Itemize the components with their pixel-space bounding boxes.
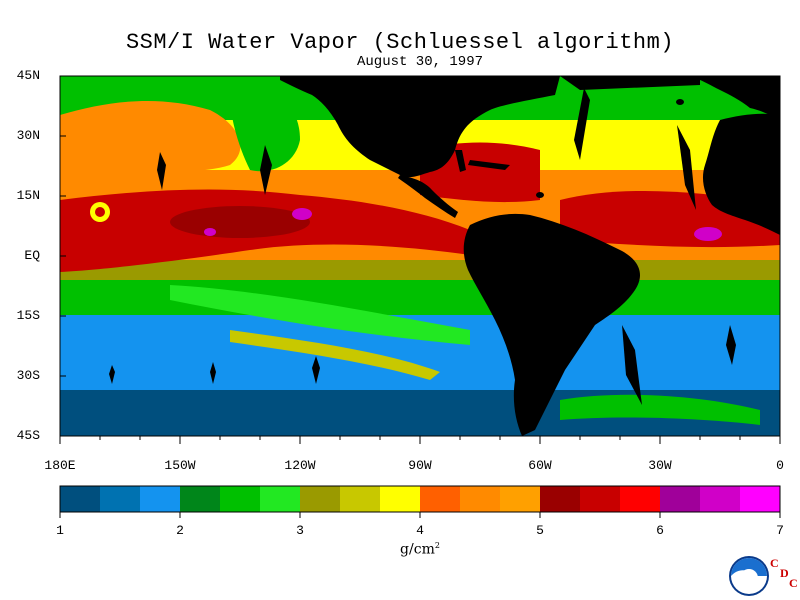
land-africa [702,113,780,235]
colorbar-tick-label: 5 [536,523,544,538]
swath-gap [312,356,320,384]
south-pacific-plume [230,330,440,380]
land-greenland [560,76,700,90]
colorbar-swatch [380,486,421,512]
map-field [60,76,780,436]
colorbar-tick-label: 7 [776,523,784,538]
land-central-america [398,175,458,218]
colorbar-swatch [500,486,541,512]
land-north-america [280,76,560,178]
swath-gap [622,325,642,405]
longitude-label: 60W [528,458,552,473]
itcz-peak-b [204,228,216,236]
longitude-label: 150W [164,458,196,473]
longitude-ticks [59,436,781,444]
colorbar-swatch [460,486,501,512]
latitude-label: 45N [16,68,40,83]
land-florida [455,150,466,172]
colorbar-tick-label: 2 [176,523,184,538]
colorbar-swatch [180,486,221,512]
longitude-label: 30W [648,458,672,473]
latitude-ticks [60,75,66,437]
cdc-letter-c: C [770,556,779,570]
colorbar [59,485,781,518]
cdc-letter-d: D [780,566,789,580]
colorbar-tick-label: 6 [656,523,664,538]
colorbar-swatch [60,486,101,512]
colorbar-tick-label: 3 [296,523,304,538]
north-pacific-swirl [230,92,300,172]
colorbar-swatch [740,486,781,512]
swath-gap [574,88,590,160]
colorbar-swatch [420,486,461,512]
colorbar-tick-label: 1 [56,523,64,538]
colorbar-swatch [140,486,181,512]
colorbar-swatch [260,486,301,512]
colorbar-swatch [100,486,141,512]
colorbar-units: g/cm2 [400,541,440,558]
latitude-label: 30S [16,368,40,383]
swath-gap [726,325,736,365]
colorbar-swatch [660,486,701,512]
itcz-peak-c [694,227,722,241]
south-atlantic-plume [560,394,760,425]
southern-ocean-band [60,305,780,390]
latitude-label: EQ [24,248,40,263]
colorbar-swatch [300,486,341,512]
latitude-label: 15S [16,308,40,323]
longitude-label: 90W [408,458,432,473]
colorbar-swatch [340,486,381,512]
colorbar-swatch [540,486,581,512]
land-europe [700,76,780,120]
itcz-dark-core [170,206,310,238]
latitude-label: 45S [16,428,40,443]
swath-gap [677,125,696,210]
longitude-label: 180E [44,458,76,473]
land-cuba [468,160,510,170]
spcz-green [170,285,470,345]
swath-gap [157,152,166,190]
colorbar-swatch [580,486,621,512]
map-date: August 30, 1997 [356,54,484,70]
cdc-letter-c2: C [789,576,798,590]
colorbar-swatch [220,486,261,512]
swath-gap [109,365,115,384]
colorbar-swatch [620,486,661,512]
colorbar-tick-label: 4 [416,523,424,538]
land-island-a [676,99,684,105]
latitude-label: 30N [16,128,40,143]
north-pacific-warm [60,100,241,182]
swath-gap [210,362,216,384]
longitude-label: 0 [776,458,784,473]
itcz-peak-a [292,208,312,220]
map-title: SSM/I Water Vapor (Schluessel algorithm) [125,30,675,55]
colorbar-swatch [700,486,741,512]
swath-gap [260,145,272,195]
land-island-b [536,192,544,198]
latitude-label: 15N [16,188,40,203]
land-south-america [463,213,640,436]
longitude-label: 120W [284,458,316,473]
